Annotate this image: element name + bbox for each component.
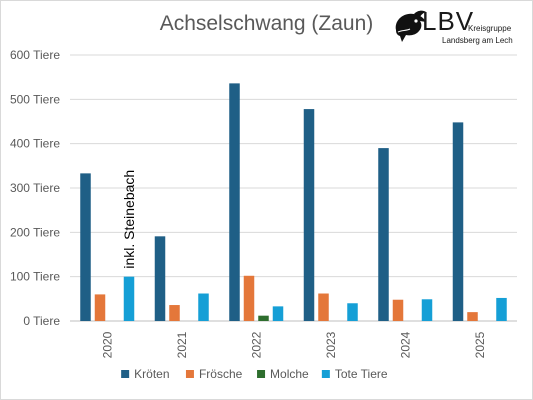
bar-fr-sche-2023 <box>318 293 329 321</box>
legend-label-molche: Molche <box>270 367 309 381</box>
x-tick-label: 2021 <box>175 331 189 358</box>
bar-kr-ten-2021 <box>154 236 166 321</box>
y-tick-label: 400 Tiere <box>10 137 60 151</box>
bar-tote-tiere-2023 <box>347 303 358 321</box>
bar-kr-ten-2020 <box>80 173 91 321</box>
bird-icon <box>395 10 426 42</box>
bar-molche-2022 <box>258 315 269 321</box>
logo-subtitle-2: Landsberg am Lech <box>442 36 513 45</box>
legend-swatch-tote-tiere <box>321 370 330 378</box>
logo-subtitle-1: Kreisgruppe <box>468 24 512 33</box>
y-tick-label: 600 Tiere <box>10 48 60 62</box>
bar-kr-ten-2025 <box>452 122 464 322</box>
legend-label-tote-tiere: Tote Tiere <box>335 367 388 381</box>
x-tick-label: 2024 <box>398 331 412 358</box>
legend-label-fr-sche: Frösche <box>199 367 243 381</box>
bar-tote-tiere-2025 <box>496 297 507 321</box>
y-tick-label: 300 Tiere <box>10 181 60 195</box>
bar-tote-tiere-2021 <box>198 293 209 321</box>
legend-label-kr-ten: Kröten <box>134 367 169 381</box>
bar-kr-ten-2023 <box>303 109 315 321</box>
legend-swatch-kr-ten <box>121 370 130 378</box>
y-tick-label: 100 Tiere <box>10 270 60 284</box>
annotation-label: inkl. Steinebach <box>121 170 137 269</box>
legend-swatch-molche <box>257 370 266 378</box>
bar-fr-sche-2025 <box>467 312 478 321</box>
y-tick-label: 0 Tiere <box>23 314 60 328</box>
y-tick-label: 500 Tiere <box>10 92 60 106</box>
bar-kr-ten-2024 <box>378 148 389 321</box>
legend-swatch-fr-sche <box>185 370 194 378</box>
bar-fr-sche-2020 <box>94 294 106 321</box>
bar-fr-sche-2024 <box>392 299 404 321</box>
y-tick-label: 200 Tiere <box>10 225 60 239</box>
x-tick-label: 2020 <box>100 331 114 358</box>
x-tick-label: 2025 <box>473 331 487 358</box>
bar-fr-sche-2022 <box>243 275 255 321</box>
logo-wordmark: LBV <box>422 6 475 36</box>
bar-tote-tiere-2020 <box>123 276 135 321</box>
bar-tote-tiere-2022 <box>272 306 284 321</box>
x-tick-label: 2023 <box>324 331 338 358</box>
bar-tote-tiere-2024 <box>421 299 433 321</box>
x-tick-label: 2022 <box>249 331 263 358</box>
bar-fr-sche-2021 <box>169 305 180 321</box>
chart-title: Achselschwang (Zaun) <box>159 12 374 35</box>
lbv-logo: LBV Kreisgruppe Landsberg am Lech <box>392 6 522 48</box>
bar-kr-ten-2022 <box>229 83 240 321</box>
